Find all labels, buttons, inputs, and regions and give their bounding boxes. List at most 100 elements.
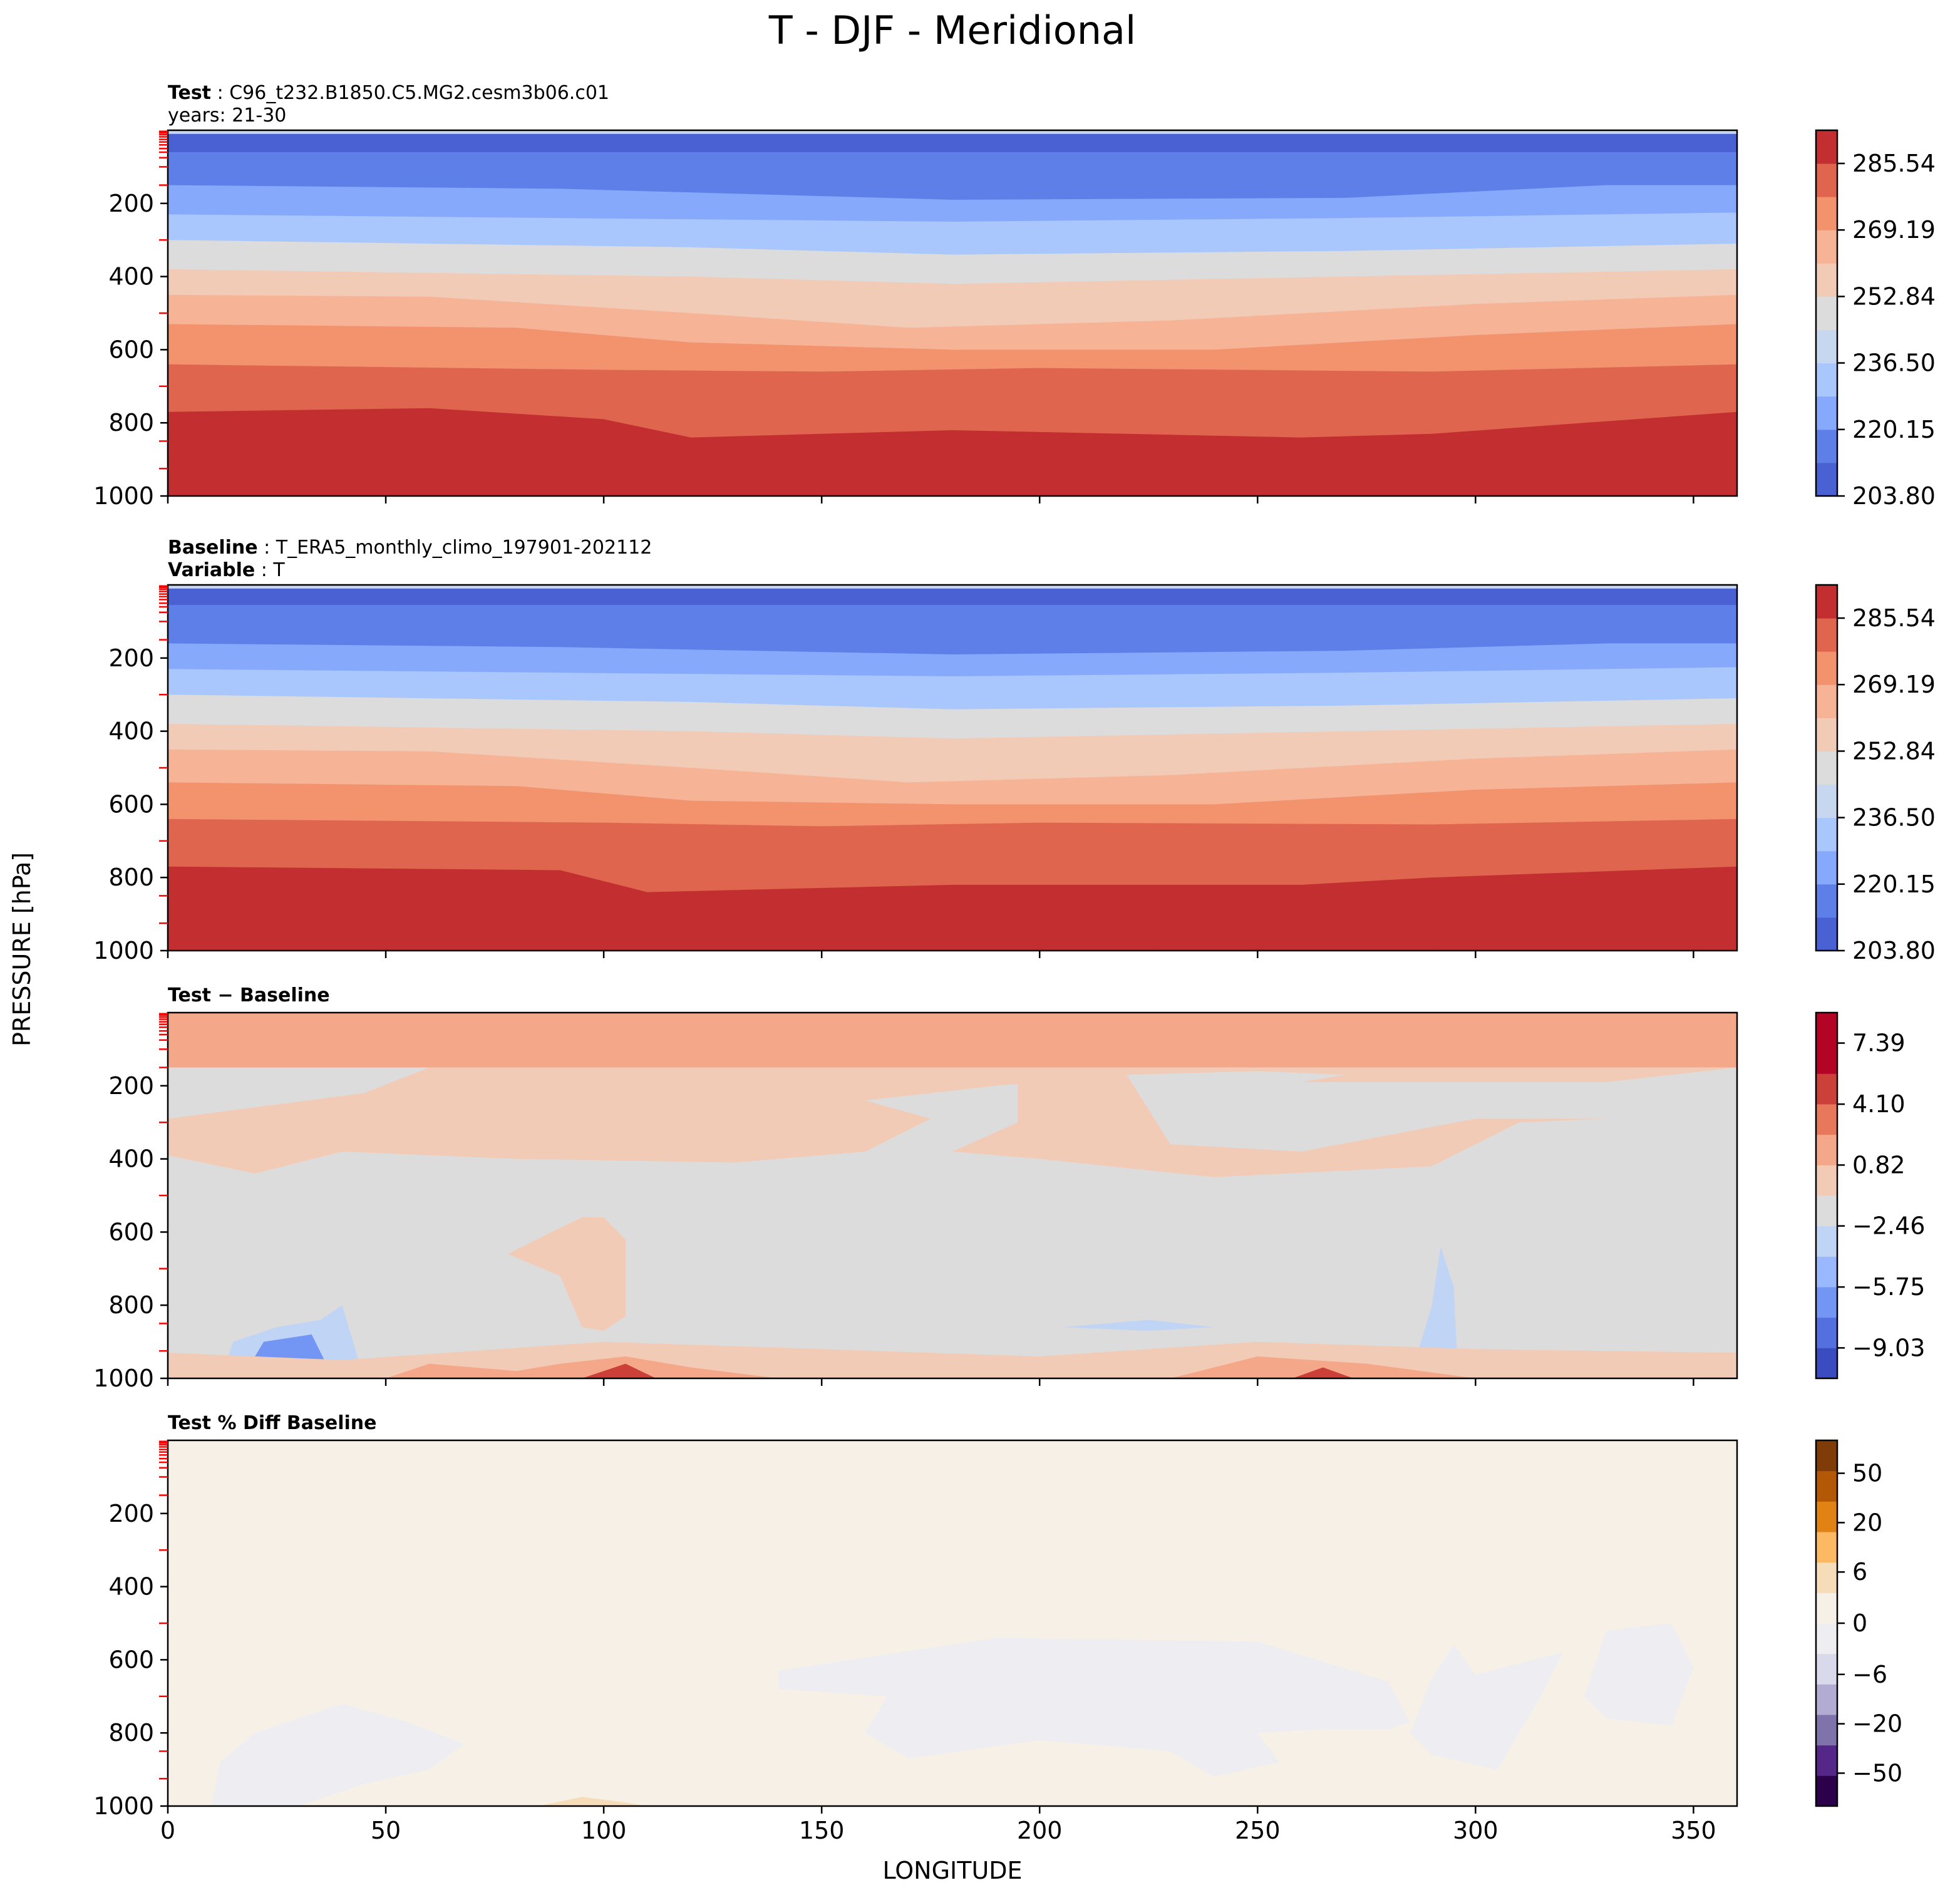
colorbar-tick-label-2-4: −5.75	[1852, 1273, 1925, 1301]
colorbar-tick-label-2-3: −2.46	[1852, 1212, 1925, 1240]
colorbar-tick-label-0-2: 252.84	[1852, 282, 1936, 310]
colorbar-swatch-3-4	[1816, 1653, 1837, 1685]
colorbar-swatch-0-3	[1816, 363, 1837, 397]
colorbar-swatch-3-11	[1816, 1440, 1837, 1472]
temperature-band-1-10	[168, 929, 1737, 951]
x-tick-label-3-2: 100	[581, 1817, 627, 1844]
colorbar-swatch-3-7	[1816, 1562, 1837, 1593]
colorbar-swatch-0-5	[1816, 296, 1837, 331]
colorbar-swatch-3-10	[1816, 1470, 1837, 1502]
colorbar-swatch-2-8	[1816, 1104, 1837, 1135]
y-tick-label-0-2: 600	[108, 336, 154, 363]
y-tick-label-2-0: 200	[108, 1072, 154, 1100]
panel-header-0: Test : C96_t232.B1850.C5.MG2.cesm3b06.c0…	[168, 82, 609, 104]
colorbar-swatch-0-4	[1816, 329, 1837, 364]
panel-header-3: Test % Diff Baseline	[168, 1412, 377, 1434]
y-tick-label-0-4: 1000	[93, 482, 154, 510]
colorbar-tick-label-3-3: 0	[1852, 1609, 1867, 1637]
colorbar-swatch-0-10	[1816, 130, 1837, 164]
colorbar-tick-label-1-4: 220.15	[1852, 870, 1936, 898]
colorbar-swatch-1-1	[1816, 884, 1837, 918]
colorbar-tick-label-2-1: 4.10	[1852, 1090, 1906, 1118]
y-tick-label-3-1: 400	[108, 1573, 154, 1601]
colorbar-swatch-2-0	[1816, 1348, 1837, 1379]
y-tick-label-1-2: 600	[108, 790, 154, 818]
colorbar-swatch-2-6	[1816, 1165, 1837, 1196]
colorbar-swatch-0-6	[1816, 263, 1837, 297]
colorbar-swatch-1-5	[1816, 751, 1837, 785]
x-tick-label-3-4: 200	[1017, 1817, 1063, 1844]
colorbar-tick-label-2-0: 7.39	[1852, 1030, 1906, 1057]
colorbar-swatch-2-5	[1816, 1195, 1837, 1227]
contour-region-2-4	[1061, 1319, 1214, 1331]
panel-header-line2-0: years: 21-30	[168, 105, 286, 126]
colorbar-tick-label-2-5: −9.03	[1852, 1334, 1925, 1361]
contour-region-3-2	[1584, 1623, 1694, 1726]
x-tick-label-3-6: 300	[1453, 1817, 1498, 1844]
colorbar-tick-label-3-4: −6	[1852, 1661, 1887, 1688]
colorbar-swatch-1-10	[1816, 585, 1837, 619]
contour-region-2-10	[386, 1356, 778, 1378]
colorbar-tick-label-3-0: 50	[1852, 1460, 1882, 1487]
colorbar-tick-label-3-5: −20	[1852, 1710, 1902, 1738]
colorbar-swatch-1-3	[1816, 817, 1837, 852]
colorbar-swatch-2-1	[1816, 1317, 1837, 1348]
colorbar-swatch-0-0	[1816, 462, 1837, 497]
panel-header-line2-1: Variable : T	[168, 559, 285, 581]
y-tick-label-2-1: 400	[108, 1145, 154, 1173]
y-tick-label-1-3: 800	[108, 864, 154, 891]
colorbar-frame-1	[1815, 584, 1839, 952]
colorbar-tick-label-0-1: 269.19	[1852, 216, 1936, 244]
x-tick-label-3-1: 50	[371, 1817, 401, 1844]
y-tick-label-0-1: 400	[108, 263, 154, 291]
colorbar-swatch-3-8	[1816, 1532, 1837, 1563]
temperature-band-0-9	[168, 408, 1737, 496]
x-tick-label-3-0: 0	[160, 1817, 175, 1844]
panel-difference: 200 400 600 800 1000 Test − Baseline 7.39 4.10 0…	[93, 984, 1925, 1392]
y-tick-label-2-4: 1000	[93, 1365, 154, 1392]
x-tick-label-3-7: 350	[1671, 1817, 1716, 1844]
y-tick-label-3-2: 600	[108, 1646, 154, 1673]
contour-region-2-12	[582, 1363, 656, 1378]
temperature-band-1-9	[168, 866, 1737, 951]
colorbar-swatch-2-10	[1816, 1043, 1837, 1074]
contour-region-2-2	[952, 1075, 1607, 1177]
colorbar-swatch-2-11	[1816, 1013, 1837, 1044]
y-tick-label-3-0: 200	[108, 1500, 154, 1527]
colorbar-swatch-3-1	[1816, 1745, 1837, 1776]
colorbar-tick-label-3-1: 20	[1852, 1509, 1882, 1536]
colorbar-swatch-3-0	[1816, 1775, 1837, 1807]
colorbar-tick-label-0-4: 220.15	[1852, 416, 1936, 443]
colorbar-swatch-3-3	[1816, 1684, 1837, 1715]
y-axis-label: PRESSURE [hPa]	[8, 852, 36, 1046]
colorbar-swatch-3-2	[1816, 1715, 1837, 1746]
colorbar-swatch-3-6	[1816, 1593, 1837, 1624]
colorbar-swatch-1-2	[1816, 850, 1837, 885]
contour-region-3-3	[211, 1703, 465, 1806]
x-tick-label-3-3: 150	[799, 1817, 845, 1844]
colorbar-swatch-2-4	[1816, 1226, 1837, 1257]
contour-region-2-1	[168, 1067, 1737, 1174]
y-tick-label-1-1: 400	[108, 718, 154, 745]
colorbar-tick-label-0-5: 203.80	[1852, 482, 1936, 510]
temperature-band-0-10	[168, 472, 1737, 496]
x-tick-label-3-5: 250	[1235, 1817, 1281, 1844]
colorbar-swatch-1-4	[1816, 784, 1837, 818]
colorbar-swatch-0-7	[1816, 230, 1837, 264]
y-tick-label-0-0: 200	[108, 190, 154, 217]
colorbar-tick-label-3-2: 6	[1852, 1558, 1867, 1586]
colorbar-swatch-1-8	[1816, 651, 1837, 685]
temperature-band-top-0	[168, 130, 1737, 134]
colorbar-swatch-1-6	[1816, 718, 1837, 751]
colorbar-frame-0	[1815, 129, 1839, 497]
contour-region-3-0	[778, 1638, 1410, 1777]
colorbar-tick-label-1-3: 236.50	[1852, 804, 1936, 832]
y-tick-label-2-2: 600	[108, 1218, 154, 1246]
contour-region-3-4	[538, 1797, 647, 1806]
temperature-band-top-1	[168, 585, 1737, 589]
colorbar-tick-label-2-2: 0.82	[1852, 1151, 1906, 1179]
colorbar-tick-label-0-0: 285.54	[1852, 150, 1936, 177]
contour-region-2-0	[168, 1013, 1737, 1068]
colorbar-swatch-1-0	[1816, 917, 1837, 951]
colorbar-swatch-0-8	[1816, 197, 1837, 230]
